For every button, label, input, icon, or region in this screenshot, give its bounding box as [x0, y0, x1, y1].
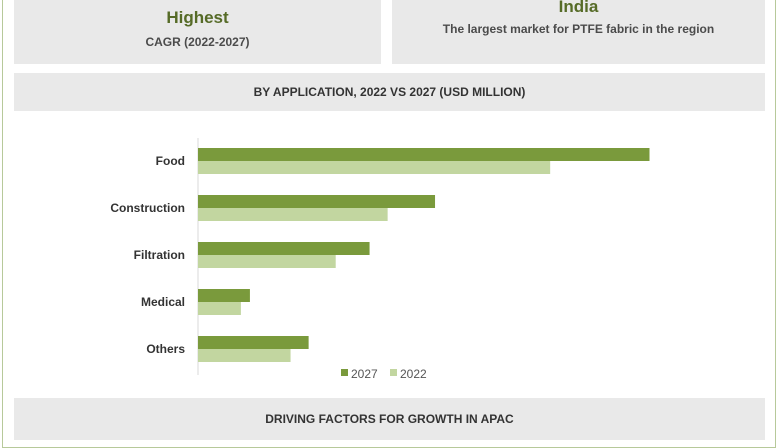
bar-food-2027 — [198, 148, 650, 161]
category-label-construction: Construction — [110, 201, 185, 215]
cagr-subtitle: CAGR (2022-2027) — [145, 35, 250, 49]
legend-label-2022: 2022 — [400, 367, 427, 381]
driving-factors-title: DRIVING FACTORS FOR GROWTH IN APAC — [14, 398, 765, 440]
cagr-card: Highest CAGR (2022-2027) — [14, 0, 381, 64]
legend-swatch-2022 — [390, 369, 397, 376]
cagr-title: Highest — [166, 8, 229, 27]
legend-label-2027: 2027 — [351, 367, 378, 381]
bar-construction-2027 — [198, 195, 436, 208]
category-label-medical: Medical — [141, 295, 185, 309]
bar-medical-2022 — [198, 302, 241, 315]
legend-swatch-2027 — [341, 369, 348, 376]
market-card: India The largest market for PTFE fabric… — [392, 0, 765, 64]
bar-others-2022 — [198, 349, 291, 362]
market-subtitle: The largest market for PTFE fabric in th… — [442, 22, 715, 36]
category-label-others: Others — [146, 342, 185, 356]
category-label-filtration: Filtration — [134, 248, 185, 262]
category-label-food: Food — [156, 154, 185, 168]
market-title: India — [558, 0, 599, 16]
bar-medical-2027 — [198, 289, 250, 302]
chart-section-title: BY APPLICATION, 2022 VS 2027 (USD MILLIO… — [14, 73, 765, 111]
bar-construction-2022 — [198, 208, 388, 221]
bar-filtration-2027 — [198, 242, 370, 255]
bar-others-2027 — [198, 336, 309, 349]
bar-food-2022 — [198, 161, 551, 174]
bar-filtration-2022 — [198, 255, 336, 268]
